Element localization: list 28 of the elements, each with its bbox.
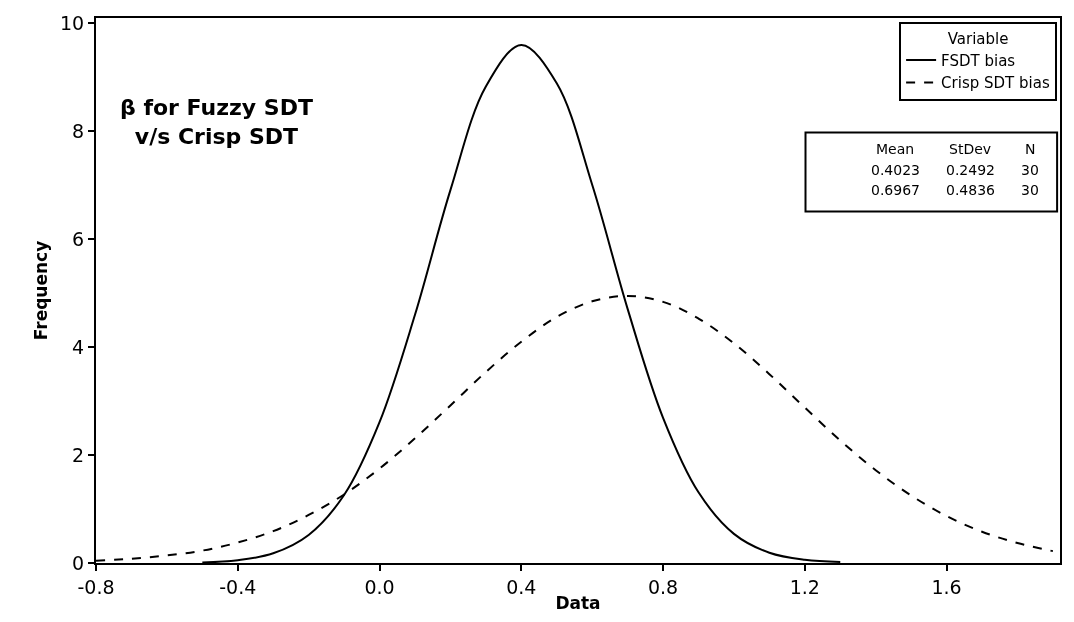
x-tick-label: 0.8 bbox=[647, 575, 679, 598]
y-axis-title: Frequency bbox=[31, 240, 52, 341]
annotation: β for Fuzzy SDT v/s Crisp SDT bbox=[120, 95, 313, 149]
y-tick-label: 0 bbox=[72, 551, 85, 574]
x-tick-label: 1.2 bbox=[789, 575, 820, 598]
annotation: 30 bbox=[1021, 182, 1039, 198]
annotation: 30 bbox=[1021, 162, 1039, 178]
y-tick-label: 8 bbox=[72, 119, 85, 142]
x-tick-label: 1.6 bbox=[931, 575, 962, 598]
x-tick-label: -0.4 bbox=[219, 575, 257, 598]
y-tick-label: 4 bbox=[72, 335, 85, 358]
legend-title: Variable bbox=[947, 29, 1009, 48]
annotation: 0.2492 bbox=[946, 162, 995, 178]
x-tick-label: 0.4 bbox=[506, 575, 537, 598]
annotation: N bbox=[1025, 141, 1036, 157]
annotation: Mean bbox=[876, 141, 915, 157]
annotation: StDev bbox=[949, 141, 992, 157]
annotation: 0.6967 bbox=[871, 182, 920, 198]
y-tick-label: 6 bbox=[72, 227, 85, 250]
legend-label: Crisp SDT bias bbox=[941, 74, 1050, 93]
x-axis-title: Data bbox=[555, 592, 601, 613]
annotation: 0.4836 bbox=[946, 182, 996, 198]
annotation: 0.4023 bbox=[871, 162, 920, 178]
y-tick-label: 2 bbox=[72, 443, 85, 466]
legend-label: FSDT bias bbox=[941, 51, 1016, 70]
y-tick-label: 10 bbox=[60, 12, 85, 35]
x-tick-label: 0.0 bbox=[364, 575, 395, 598]
x-tick-label: -0.8 bbox=[77, 575, 115, 598]
